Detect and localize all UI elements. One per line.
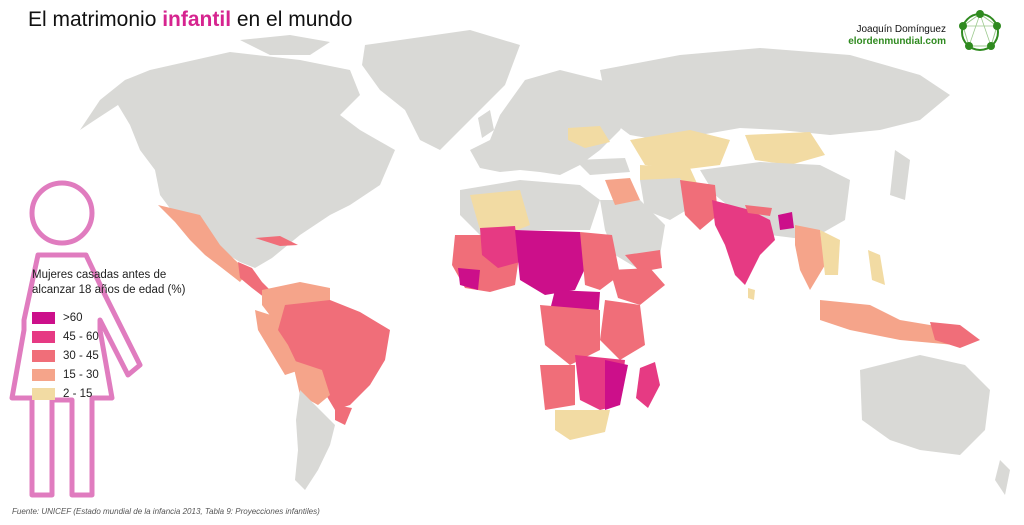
turkey — [575, 158, 630, 175]
legend-item: 30 - 45 — [32, 346, 192, 365]
legend-item: 15 - 30 — [32, 365, 192, 384]
uruguay — [335, 405, 352, 425]
mozambique — [605, 360, 628, 410]
sudan — [580, 232, 620, 290]
legend-label: 45 - 60 — [63, 330, 99, 343]
uk-ireland — [478, 110, 494, 138]
legend-swatch — [32, 387, 55, 400]
arctic-islands — [240, 35, 330, 55]
mexico — [158, 205, 248, 282]
indonesia — [820, 300, 960, 345]
legend-title: Mujeres casadas antes de alcanzar 18 año… — [32, 269, 186, 296]
myanmar-thailand — [795, 225, 825, 290]
morocco-algeria-west — [470, 190, 530, 235]
author-credit: Joaquín Domínguez elordenmundial.com — [848, 24, 946, 48]
brazil — [278, 300, 390, 410]
map-title: El matrimonio infantil en el mundo — [28, 8, 352, 32]
papua — [930, 322, 980, 348]
legend-item: 45 - 60 — [32, 327, 192, 346]
niger-chad — [515, 230, 588, 295]
east-africa — [600, 300, 645, 360]
yemen — [625, 250, 662, 272]
central-america — [238, 262, 272, 298]
legend-swatch — [32, 368, 55, 381]
peru-ecuador — [255, 310, 300, 375]
madagascar — [636, 362, 660, 408]
bangladesh — [778, 212, 794, 230]
australia — [860, 355, 990, 455]
europe — [470, 70, 640, 175]
philippines — [868, 250, 885, 285]
legend-swatch — [32, 330, 55, 343]
greenland — [362, 30, 520, 150]
legend-item: 2 - 15 — [32, 384, 192, 403]
legend-label: 2 - 15 — [63, 387, 93, 400]
guinea — [458, 268, 480, 290]
sri-lanka — [748, 288, 755, 300]
laos-vietnam — [820, 230, 840, 275]
japan — [890, 150, 910, 200]
congo — [540, 305, 600, 365]
india — [712, 200, 775, 285]
title-accent: infantil — [162, 8, 232, 31]
nepal — [745, 205, 772, 216]
north-america — [80, 52, 395, 268]
mongolia — [745, 132, 825, 165]
southern-africa — [555, 410, 610, 440]
russia — [600, 48, 950, 140]
legend-label: >60 — [63, 311, 83, 324]
legend-swatch — [32, 311, 55, 324]
site-link[interactable]: elordenmundial.com — [848, 36, 946, 47]
angola — [540, 365, 575, 410]
logo-icon — [959, 10, 1001, 51]
source-note: Fuente: UNICEF (Estado mundial de la inf… — [12, 507, 320, 516]
ethiopia-horn — [610, 268, 665, 305]
iraq — [605, 178, 640, 205]
legend-label: 30 - 45 — [63, 349, 99, 362]
afghanistan-pakistan — [680, 180, 718, 230]
legend-item: >60 — [32, 308, 192, 327]
legend-label: 15 - 30 — [63, 368, 99, 381]
argentina-chile — [295, 390, 335, 490]
title-part1: El matrimonio — [28, 8, 163, 31]
new-zealand — [995, 460, 1010, 495]
china — [700, 162, 850, 240]
kazakhstan — [630, 130, 730, 170]
author-name: Joaquín Domínguez — [856, 24, 946, 35]
legend: Mujeres casadas antes de alcanzar 18 año… — [32, 268, 192, 403]
mali — [480, 226, 520, 268]
title-part2: en el mundo — [231, 8, 353, 31]
legend-swatch — [32, 349, 55, 362]
cuba — [255, 236, 298, 246]
ukraine — [568, 126, 610, 148]
